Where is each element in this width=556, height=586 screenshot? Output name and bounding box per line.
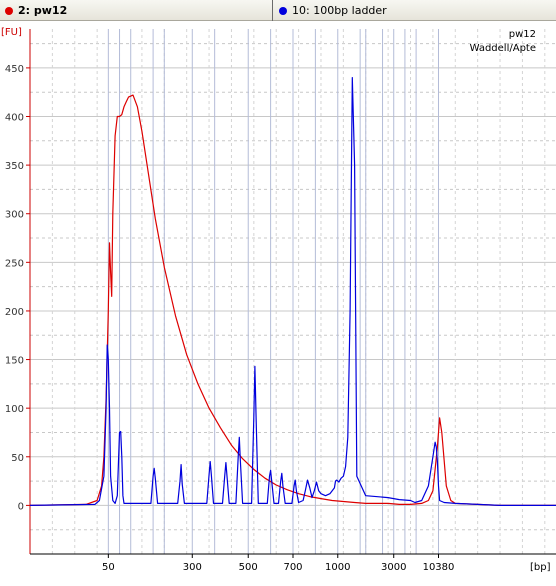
- y-tick-label: 250: [5, 258, 24, 269]
- x-axis-ticks: 50 300 500 700 1000 3000 10380: [102, 554, 454, 573]
- y-axis-ticks: 0 50 100 150 200 250 300 350 400 450: [5, 64, 30, 512]
- y-tick-label: 450: [5, 64, 24, 75]
- y-tick-label: 350: [5, 161, 24, 172]
- tab-label: 2: pw12: [18, 4, 68, 17]
- y-tick-label: 0: [18, 501, 24, 512]
- ladder-marker-lines: [107, 29, 439, 554]
- x-tick-label: 500: [239, 562, 258, 573]
- annotation-author: Waddell/Apte: [470, 43, 536, 54]
- y-tick-label: 400: [5, 113, 24, 124]
- tab-label: 10: 100bp ladder: [292, 4, 387, 17]
- x-tick-label: 700: [283, 562, 302, 573]
- electropherogram-chart: 0 50 100 150 200 250 300 350 400 450 50 300 500 700 1…: [1, 27, 556, 573]
- series-line-pw12: [29, 94, 556, 506]
- y-tick-label: 150: [5, 356, 24, 367]
- x-tick-label: 1000: [325, 562, 350, 573]
- x-tick-label: 300: [183, 562, 202, 573]
- x-tick-label: 3000: [381, 562, 406, 573]
- x-unit-label: [bp]: [530, 562, 551, 573]
- ladder-color-dot-icon: [279, 6, 287, 15]
- series-group: [29, 76, 556, 506]
- series-line-ladder: [29, 76, 556, 506]
- y-tick-label: 200: [5, 307, 24, 318]
- sample-color-dot-icon: [5, 6, 13, 15]
- y-unit-label: [FU]: [1, 27, 22, 38]
- y-tick-label: 50: [11, 453, 24, 464]
- x-tick-label: 10380: [423, 562, 455, 573]
- tab-sample-pw12[interactable]: 2: pw12: [0, 0, 273, 21]
- y-tick-label: 100: [5, 404, 24, 415]
- x-tick-label: 50: [102, 562, 115, 573]
- tab-ladder[interactable]: 10: 100bp ladder: [274, 0, 556, 21]
- y-tick-label: 300: [5, 210, 24, 221]
- annotation-sample: pw12: [509, 29, 536, 40]
- tab-bar: 2: pw12 10: 100bp ladder: [0, 0, 556, 21]
